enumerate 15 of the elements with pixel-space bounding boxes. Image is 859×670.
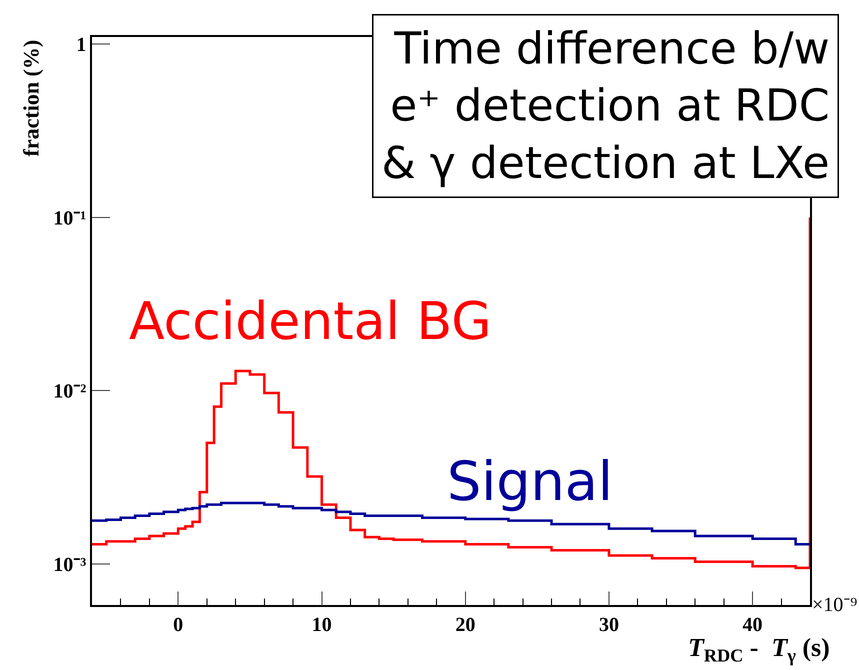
series-label: Accidental BG (129, 292, 492, 352)
y-tick-label: 10⁻² (53, 380, 86, 403)
x-tick-label: 0 (173, 614, 184, 636)
y-tick-label: 10⁻³ (53, 554, 86, 576)
text: ×10⁻⁹ (812, 594, 858, 616)
y-tick-label: 1 (76, 34, 86, 56)
x-axis-title: T$_{RDC}$ - T$_{γ}$ (s) (688, 633, 830, 666)
x-tick-label: 20 (455, 614, 476, 636)
series-label: Signal (447, 450, 613, 513)
y-axis-title: fraction (%) (18, 40, 44, 156)
x-tick-label: 30 (598, 614, 619, 636)
y-tick-label: 10⁻¹ (53, 207, 86, 230)
x-tick-label: 10 (312, 614, 332, 636)
x-tick-label: 40 (742, 614, 763, 636)
annotation: Time difference b/w e⁺ detection at RDC & γ detection at LXe (382, 24, 830, 189)
